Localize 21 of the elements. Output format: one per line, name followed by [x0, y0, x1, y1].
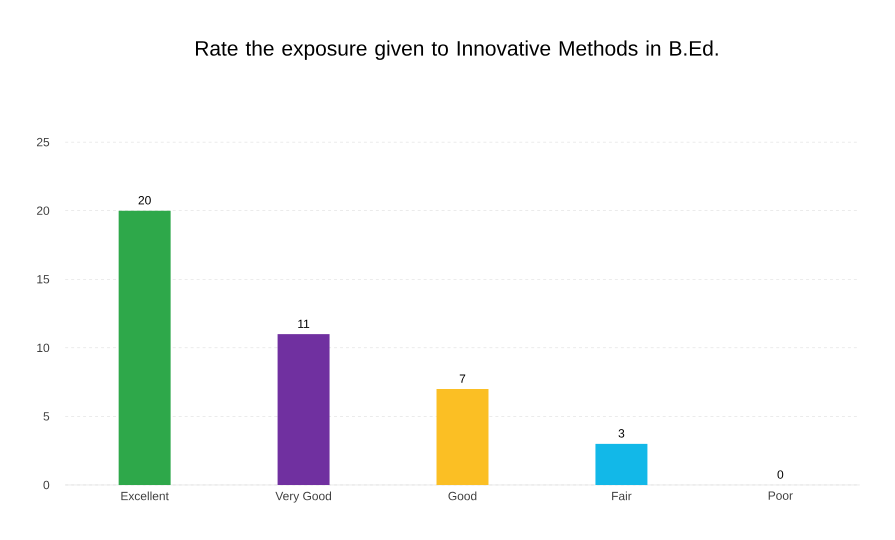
bar — [595, 444, 648, 485]
y-tick-label: 15 — [37, 275, 50, 284]
x-tick-label: Fair — [612, 491, 632, 500]
data-label: 0 — [778, 470, 784, 479]
chart-title: Rate the exposure given to Innovative Methods in B.Ed. — [196, 40, 718, 60]
data-label: 20 — [138, 196, 151, 204]
x-tick-label: Good — [448, 491, 476, 500]
data-label: 7 — [460, 374, 466, 383]
y-tick-label: 20 — [36, 206, 50, 215]
bar — [436, 388, 488, 485]
x-tick-label: Excellent — [121, 491, 169, 500]
y-tick-label: 25 — [36, 138, 50, 146]
bar — [118, 210, 171, 485]
data-label: 3 — [618, 429, 624, 438]
x-tick-label: Very Good — [275, 491, 332, 503]
y-tick-label: 0 — [43, 480, 50, 490]
x-tick-label: Poor — [768, 491, 793, 500]
y-tick-label: 10 — [37, 344, 50, 352]
data-label: 11 — [298, 320, 310, 328]
bar — [278, 334, 330, 485]
y-tick-label: 5 — [44, 412, 50, 420]
